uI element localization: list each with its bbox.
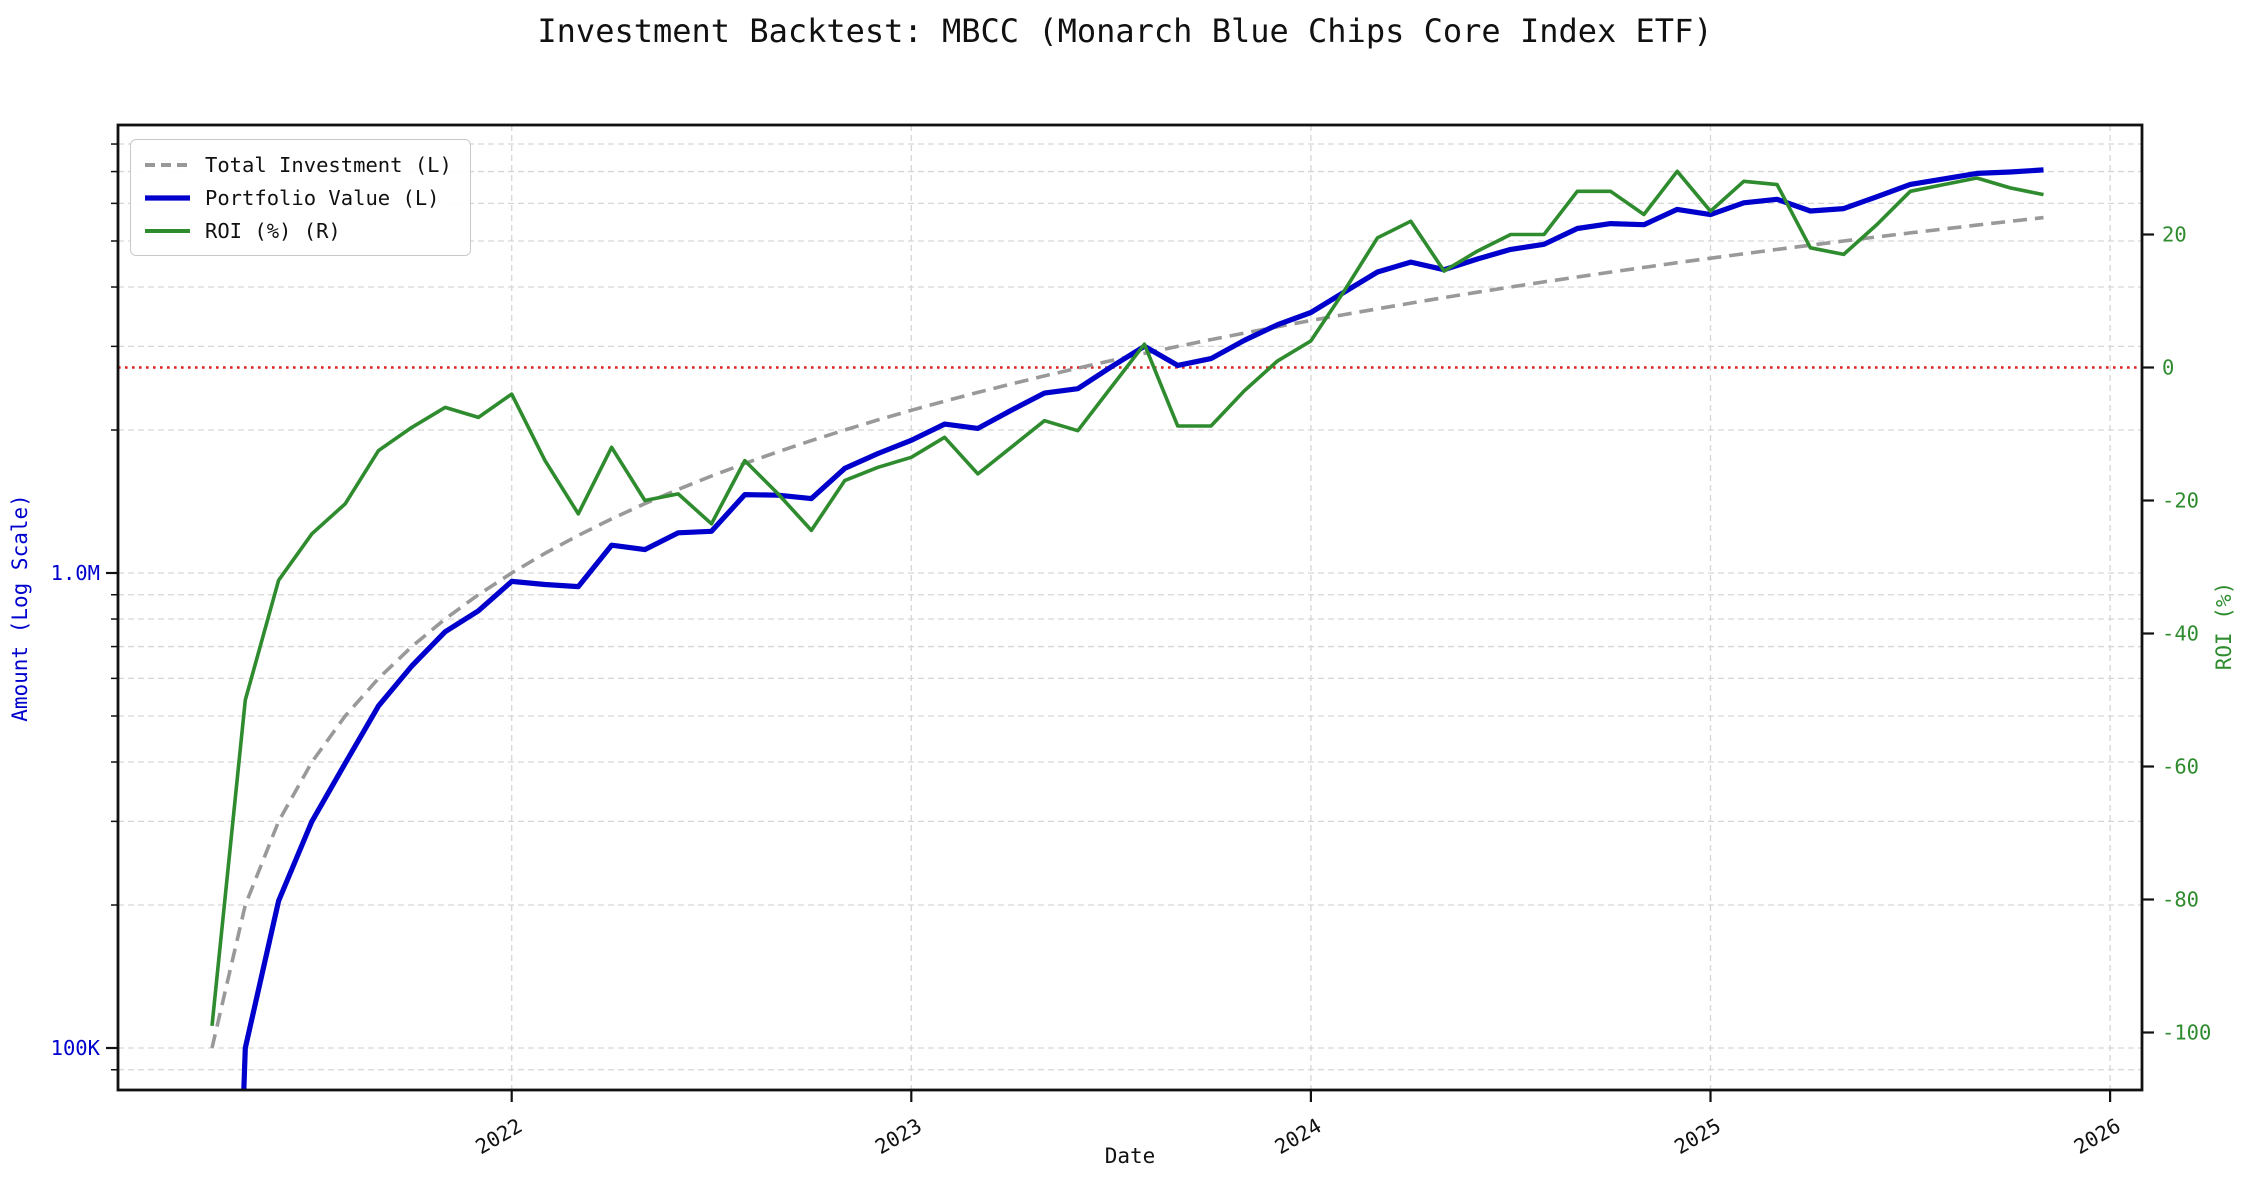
right-tick-label: 20 — [2162, 223, 2187, 247]
legend: Total Investment (L) Portfolio Value (L)… — [130, 139, 471, 256]
legend-item-portfolio-value: Portfolio Value (L) — [144, 181, 452, 214]
legend-swatch-portfolio-value — [144, 194, 191, 202]
x-axis-label: Date — [1104, 1144, 1156, 1168]
right-axis-label: ROI (%) — [2212, 581, 2236, 671]
portfolio-value-line — [241, 167, 2044, 1090]
legend-label-portfolio-value: Portfolio Value (L) — [205, 185, 440, 210]
right-tick-label: -100 — [2162, 1021, 2211, 1045]
left-tick-label: 1.0M — [51, 561, 100, 585]
legend-swatch-roi — [144, 227, 191, 235]
tick-marks — [106, 143, 2154, 1102]
legend-item-roi: ROI (%) (R) — [144, 214, 452, 247]
right-tick-label: -60 — [2162, 755, 2199, 779]
chart-title: Investment Backtest: MBCC (Monarch Blue … — [537, 12, 1713, 50]
right-tick-label: -80 — [2162, 888, 2199, 912]
legend-swatch-total-investment — [144, 161, 191, 169]
legend-label-total-investment: Total Investment (L) — [205, 152, 452, 177]
right-tick-label: 0 — [2162, 356, 2174, 380]
gridlines — [118, 125, 2142, 1090]
legend-item-total-investment: Total Investment (L) — [144, 148, 452, 181]
roi-line — [210, 169, 2044, 1026]
plot-border — [116, 123, 2144, 1092]
legend-label-roi: ROI (%) (R) — [205, 218, 341, 243]
right-tick-label: -40 — [2162, 622, 2199, 646]
left-axis-label: Amount (Log Scale) — [8, 494, 32, 722]
right-tick-label: -20 — [2162, 489, 2199, 513]
left-tick-label: 100K — [51, 1036, 101, 1060]
total-investment-line — [210, 215, 2044, 1049]
